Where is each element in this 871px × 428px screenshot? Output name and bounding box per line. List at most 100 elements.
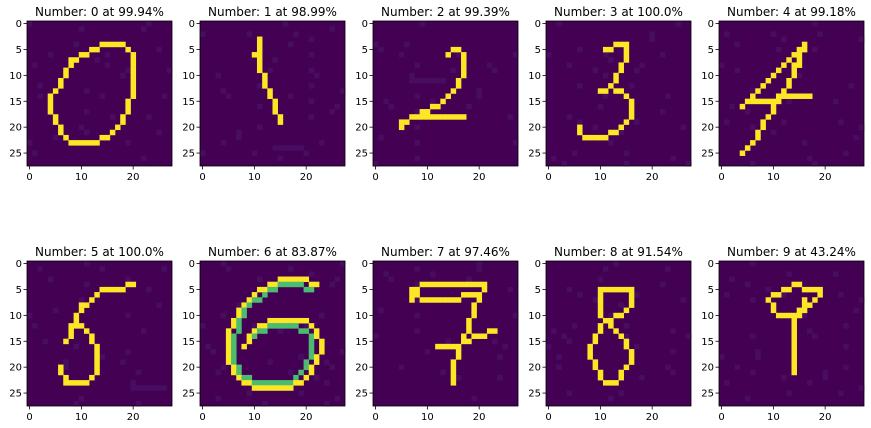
noise-pixel [109,114,116,120]
noise-pixel [649,36,656,43]
noise-pixel [597,103,604,110]
digit-pixel [791,364,797,371]
digit-pixel [471,281,477,288]
noise-pixel [236,129,242,136]
noise-pixel [414,328,420,334]
digit-pixel [440,98,446,105]
noise-pixel [161,93,168,99]
digit-pixel [618,124,624,131]
y-tick-label: 15 [528,97,541,108]
x-tick-label: 10 [75,172,88,183]
noise-pixel [373,41,379,48]
digit-pixel [303,374,310,381]
x-tick-label: 20 [646,172,659,183]
axes-frame [718,260,865,407]
noise-pixel [27,21,33,27]
noise-pixel [125,140,131,146]
digit-pixel [461,62,467,68]
noise-pixel [120,72,126,79]
noise-pixel [832,271,839,277]
x-tick-label: 10 [248,172,261,183]
digit-pixel [440,343,446,350]
x-tick-label: 0 [199,412,205,423]
digit-pixel [256,57,263,63]
digit-pixel [236,328,242,334]
digit-pixel [120,41,126,48]
digit-pixel [765,114,772,120]
digit-pixel [739,150,746,156]
noise-pixel [476,266,483,272]
noise-pixel [135,400,142,407]
digit-pixel [94,354,100,360]
digit-pixel [246,374,253,381]
digit-pixel [78,380,85,386]
noise-pixel [414,266,420,272]
digit-pixel [398,124,405,131]
digit-pixel [455,297,462,303]
digit-pixel [613,380,619,386]
digit-pixel [99,41,105,48]
noise-pixel [298,145,304,151]
digit-pixel [786,93,792,99]
noise-pixel [665,93,671,99]
digit-pixel [313,333,320,339]
digit-pixel [58,124,64,131]
digit-pixel [623,343,630,350]
digit-pixel [94,359,100,365]
noise-pixel [78,124,85,131]
digit-pixel [293,380,299,386]
x-tick-label: 0 [718,412,724,423]
digit-pixel [277,114,284,120]
noise-pixel [592,124,599,131]
noise-pixel [419,77,426,84]
digit-pixel [298,317,304,324]
y-tick-label: 20 [701,123,714,134]
digit-pixel [770,109,777,115]
digit-pixel [246,338,253,345]
digit-pixel [236,317,242,324]
noise-pixel [556,364,562,371]
digit-pixel [775,292,782,298]
y-tick-label: 5 [362,285,368,296]
digit-pixel [791,338,797,345]
digit-pixel [231,323,237,329]
digit-pixel [68,328,74,334]
digit-pixel [52,114,59,120]
noise-pixel [83,281,90,288]
noise-pixel [546,343,552,350]
digit-pixel [68,140,74,146]
noise-pixel [146,114,152,120]
digit-panel-6: Number: 6 at 83.87% 0 10 20 0 5 10 15 20 25 [182,245,346,423]
digit-pixel [241,312,247,319]
noise-pixel [817,31,823,37]
noise-pixel [414,312,420,319]
digit-pixel [429,103,436,110]
noise-pixel [755,349,761,355]
y-tick-label: 25 [9,389,22,400]
digit-pixel [125,98,131,105]
noise-pixel [324,380,330,386]
digit-pixel [807,93,813,99]
noise-pixel [466,276,472,283]
noise-pixel [440,369,446,376]
digit-pixel [262,72,268,79]
noise-pixel [151,385,157,391]
noise-pixel [398,364,405,371]
noise-pixel [83,88,90,94]
noise-pixel [750,160,756,167]
x-tick-label: 0 [545,172,551,183]
axes-frame [199,260,346,407]
noise-pixel [724,292,730,298]
digit-panel-8: Number: 8 at 91.54% 0 10 20 0 5 10 15 20 25 [528,245,692,423]
noise-pixel [786,98,792,105]
digit-pixel [613,72,619,79]
digit-pixel [267,380,273,386]
digit-pixel [414,286,420,293]
axes-frame [545,260,692,407]
digit-pixel [130,52,137,58]
digit-pixel [765,297,772,303]
digit-pixel [89,140,95,146]
digit-pixel [78,323,85,329]
x-tick-label: 10 [767,172,780,183]
digit-pixel [256,36,263,43]
